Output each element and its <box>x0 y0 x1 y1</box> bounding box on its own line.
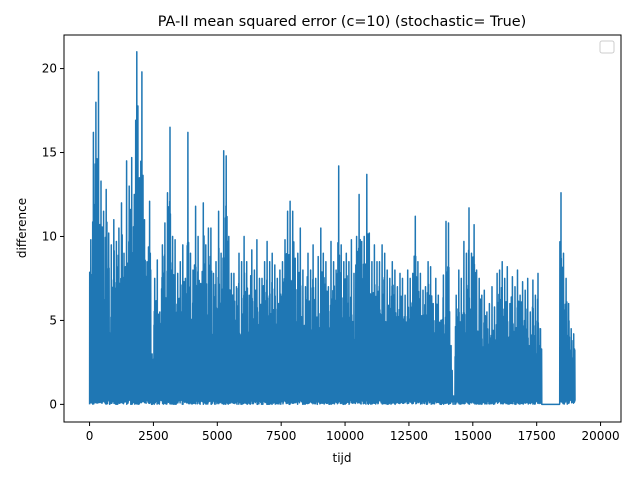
x-tick-label: 5000 <box>202 429 233 443</box>
x-axis-label: tijd <box>333 451 352 465</box>
y-axis-label: difference <box>15 198 29 258</box>
legend-box <box>599 40 615 54</box>
x-tick-label: 15000 <box>454 429 492 443</box>
chart-title: PA-II mean squared error (c=10) (stochas… <box>158 14 526 30</box>
x-tick-label: 2500 <box>138 429 169 443</box>
axes-frame <box>63 34 622 423</box>
y-tick-label: 20 <box>42 62 57 76</box>
y-tick-label: 5 <box>49 313 57 327</box>
x-tick-label: 10000 <box>326 429 364 443</box>
plot-area <box>88 51 576 406</box>
y-axis-ticks: 0 5 10 15 20 <box>42 62 64 411</box>
y-tick-label: 0 <box>49 397 57 411</box>
y-tick-label: 15 <box>42 146 57 160</box>
x-tick-label: 17500 <box>518 429 556 443</box>
x-tick-label: 0 <box>86 429 94 443</box>
y-tick-label: 10 <box>42 229 57 243</box>
series-line <box>88 51 576 406</box>
x-axis-ticks: 0 2500 5000 7500 10000 12500 15000 17500 20000 <box>86 422 620 443</box>
x-tick-label: 12500 <box>390 429 428 443</box>
x-tick-label: 20000 <box>581 429 619 443</box>
legend <box>599 40 615 54</box>
x-tick-label: 7500 <box>266 429 297 443</box>
